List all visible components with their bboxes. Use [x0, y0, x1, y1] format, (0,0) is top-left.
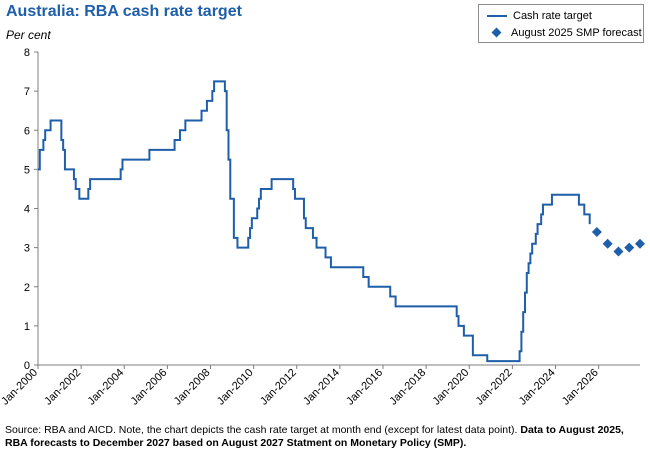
y-axis-units: Per cent: [6, 28, 51, 42]
chart-title: Australia: RBA cash rate target: [6, 3, 242, 20]
forecast-point: [624, 242, 635, 253]
x-tick-label: Jan-2018: [387, 367, 428, 408]
x-tick-label: Jan-2006: [129, 367, 170, 408]
legend-item-forecast: August 2025 SMP forecast: [487, 25, 642, 40]
y-tick-label: 5: [24, 164, 30, 176]
series-line-cash-rate: [38, 80, 591, 363]
legend-label-line: Cash rate target: [513, 9, 592, 22]
y-tick-label: 3: [24, 243, 30, 255]
y-tick-label: 7: [24, 86, 30, 98]
x-tick-label: Jan-2014: [301, 367, 342, 408]
source-text: Source: RBA and AICD. Note, the chart de…: [5, 424, 521, 436]
source-bold-text: Data to August 2025, RBA forecasts to De…: [5, 424, 624, 449]
legend-label-forecast: August 2025 SMP forecast: [511, 26, 642, 39]
y-tick-label: 0: [24, 360, 30, 372]
x-tick-label: Jan-2016: [344, 367, 385, 408]
forecast-point: [635, 238, 645, 249]
forecast-point: [591, 226, 602, 237]
legend-item-line: Cash rate target: [487, 8, 592, 23]
x-tick-label: Jan-2004: [85, 367, 126, 408]
x-tick-label: Jan-2024: [517, 367, 558, 408]
x-tick-label: Jan-2012: [258, 367, 299, 408]
x-tick-label: Jan-2022: [474, 367, 515, 408]
y-tick-label: 4: [24, 204, 30, 216]
forecast-point: [602, 238, 613, 249]
x-tick-label: Jan-2000: [0, 367, 40, 408]
x-tick-label: Jan-2026: [560, 367, 601, 408]
y-tick-label: 2: [24, 282, 30, 294]
source-note: Source: RBA and AICD. Note, the chart de…: [5, 424, 645, 450]
legend: Cash rate target August 2025 SMP forecas…: [478, 4, 644, 43]
x-tick-label: Jan-2010: [215, 367, 256, 408]
x-tick-label: Jan-2002: [42, 367, 83, 408]
x-tick-label: Jan-2008: [172, 367, 213, 408]
y-tick-label: 6: [24, 125, 30, 137]
forecast-point: [613, 246, 624, 257]
y-tick-label: 8: [24, 47, 30, 59]
y-tick-label: 1: [24, 321, 30, 333]
x-tick-label: Jan-2020: [430, 367, 471, 408]
line-swatch-icon: [487, 14, 507, 17]
